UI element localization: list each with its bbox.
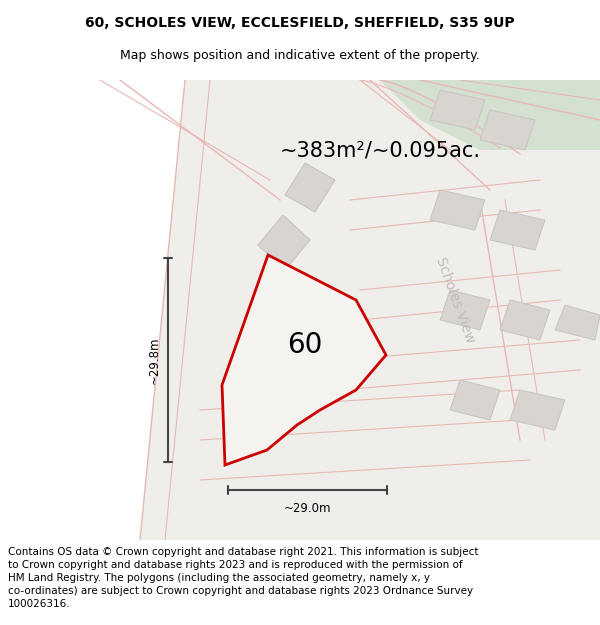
Polygon shape xyxy=(490,210,545,250)
Text: Scholes View: Scholes View xyxy=(433,255,477,345)
Text: Map shows position and indicative extent of the property.: Map shows position and indicative extent… xyxy=(120,49,480,61)
Polygon shape xyxy=(440,290,490,330)
Polygon shape xyxy=(510,390,565,430)
Text: co-ordinates) are subject to Crown copyright and database rights 2023 Ordnance S: co-ordinates) are subject to Crown copyr… xyxy=(8,586,473,596)
Polygon shape xyxy=(450,380,500,420)
Text: HM Land Registry. The polygons (including the associated geometry, namely x, y: HM Land Registry. The polygons (includin… xyxy=(8,573,430,583)
Text: to Crown copyright and database rights 2023 and is reproduced with the permissio: to Crown copyright and database rights 2… xyxy=(8,560,463,570)
Polygon shape xyxy=(500,300,550,340)
Polygon shape xyxy=(430,90,485,130)
Text: ~383m²/~0.095ac.: ~383m²/~0.095ac. xyxy=(280,140,481,160)
Text: 60, SCHOLES VIEW, ECCLESFIELD, SHEFFIELD, S35 9UP: 60, SCHOLES VIEW, ECCLESFIELD, SHEFFIELD… xyxy=(85,16,515,30)
Text: Contains OS data © Crown copyright and database right 2021. This information is : Contains OS data © Crown copyright and d… xyxy=(8,547,479,557)
Polygon shape xyxy=(222,255,386,465)
Polygon shape xyxy=(555,305,600,340)
Polygon shape xyxy=(285,163,335,212)
Polygon shape xyxy=(380,80,600,150)
Text: ~29.8m: ~29.8m xyxy=(148,336,161,384)
Text: 100026316.: 100026316. xyxy=(8,599,71,609)
Text: ~29.0m: ~29.0m xyxy=(284,501,331,514)
Polygon shape xyxy=(140,80,600,540)
Polygon shape xyxy=(258,215,310,270)
Polygon shape xyxy=(480,110,535,150)
Polygon shape xyxy=(430,190,485,230)
Text: 60: 60 xyxy=(287,331,323,359)
